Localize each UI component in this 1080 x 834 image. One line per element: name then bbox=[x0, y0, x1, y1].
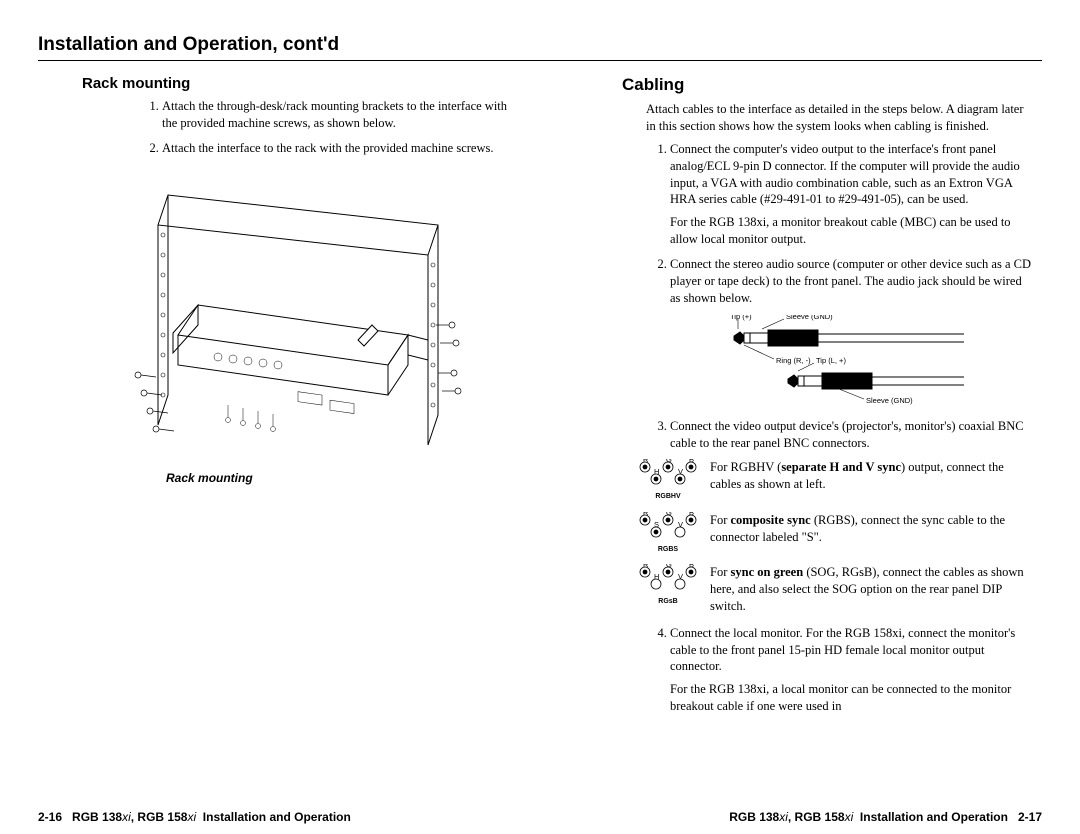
left-page-num: 2-16 bbox=[38, 810, 62, 824]
rack-step-2: Attach the interface to the rack with th… bbox=[162, 140, 518, 157]
svg-text:H: H bbox=[654, 467, 659, 476]
rgsb-pre: For bbox=[710, 565, 731, 579]
rgbhv-bold: separate H and V sync bbox=[781, 460, 901, 474]
cabling-step-1: Connect the computer's video output to t… bbox=[670, 141, 1034, 248]
svg-text:S: S bbox=[654, 520, 659, 529]
bnc-rgbhv-text: For RGBHV (separate H and V sync) output… bbox=[710, 459, 1034, 493]
svg-text:B: B bbox=[689, 512, 694, 517]
bnc-rgbs-diagram: R G B S V RGBS bbox=[636, 512, 700, 554]
svg-text:R: R bbox=[643, 564, 649, 569]
svg-text:B: B bbox=[689, 564, 694, 569]
cabling-steps-4: Connect the local monitor. For the RGB 1… bbox=[670, 625, 1034, 715]
cabling-steps-cont: Connect the video output device's (proje… bbox=[670, 418, 1034, 452]
svg-text:R: R bbox=[643, 459, 649, 464]
page-title: Installation and Operation, cont'd bbox=[38, 34, 1042, 61]
footer-doc-left: RGB 138xi, RGB 158xi Installation and Op… bbox=[72, 810, 351, 824]
figure-caption: Rack mounting bbox=[166, 471, 518, 485]
step1-text-a: Connect the computer's video output to t… bbox=[670, 142, 1020, 207]
jack-tip-label: Tip (+) bbox=[730, 315, 752, 321]
svg-text:V: V bbox=[678, 520, 683, 529]
step1-text-b: For the RGB 138xi, a monitor breakout ca… bbox=[670, 214, 1032, 248]
jack-ring-label: Ring (R, -) bbox=[776, 356, 811, 365]
step4-a: Connect the local monitor. For the RGB 1… bbox=[670, 626, 1015, 674]
rack-mounting-figure bbox=[108, 165, 468, 463]
right-page-num: 2-17 bbox=[1018, 810, 1042, 824]
rgbs-bold: composite sync bbox=[731, 513, 811, 527]
bnc-rgbs-text: For composite sync (RGBS), connect the s… bbox=[710, 512, 1034, 546]
two-column-layout: Rack mounting Attach the through-desk/ra… bbox=[38, 71, 1042, 723]
bnc-rgsb-row: R G B H V RGsB For sync on green (SOG, RGsB… bbox=[636, 564, 1034, 615]
rgbs-pre: For bbox=[710, 513, 731, 527]
cabling-step-3: Connect the video output device's (proje… bbox=[670, 418, 1034, 452]
bnc-rgbs-label: RGBS bbox=[636, 545, 700, 554]
svg-text:G: G bbox=[666, 564, 672, 569]
footer-left: 2-16 RGB 138xi, RGB 158xi Installation a… bbox=[38, 810, 351, 824]
step4-b: For the RGB 138xi, a local monitor can b… bbox=[670, 681, 1032, 715]
footer-right: RGB 138xi, RGB 158xi Installation and Op… bbox=[729, 810, 1042, 824]
rack-mounting-heading: Rack mounting bbox=[82, 75, 518, 92]
audio-jack-diagram: Tip (+) Sleeve (GND) Ring (R, -) Tip (L,… bbox=[714, 315, 1034, 410]
bnc-rgsb-diagram: R G B H V RGsB bbox=[636, 564, 700, 606]
svg-text:R: R bbox=[643, 512, 649, 517]
rgbhv-pre: For RGBHV ( bbox=[710, 460, 781, 474]
cabling-intro: Attach cables to the interface as detail… bbox=[646, 101, 1034, 135]
svg-text:V: V bbox=[678, 467, 683, 476]
svg-text:G: G bbox=[666, 459, 672, 464]
jack-tipL-label: Tip (L, +) bbox=[816, 356, 846, 365]
cabling-step-4: Connect the local monitor. For the RGB 1… bbox=[670, 625, 1034, 715]
left-column: Rack mounting Attach the through-desk/ra… bbox=[38, 71, 518, 723]
rgsb-bold: sync on green bbox=[731, 565, 804, 579]
svg-text:V: V bbox=[678, 572, 683, 581]
svg-text:H: H bbox=[654, 572, 659, 581]
jack-sleeve2-label: Sleeve (GND) bbox=[866, 396, 913, 405]
bnc-rgbhv-label: RGBHV bbox=[636, 492, 700, 501]
svg-text:B: B bbox=[689, 459, 694, 464]
bnc-rgsb-label: RGsB bbox=[636, 597, 700, 606]
page-footer: 2-16 RGB 138xi, RGB 158xi Installation a… bbox=[38, 810, 1042, 824]
rack-step-1: Attach the through-desk/rack mounting br… bbox=[162, 98, 518, 132]
cabling-heading: Cabling bbox=[622, 75, 1034, 95]
footer-doc-right: RGB 138xi, RGB 158xi Installation and Op… bbox=[729, 810, 1008, 824]
bnc-rgsb-text: For sync on green (SOG, RGsB), connect t… bbox=[710, 564, 1034, 615]
rack-steps-list: Attach the through-desk/rack mounting br… bbox=[162, 98, 518, 157]
jack-sleeve-label: Sleeve (GND) bbox=[786, 315, 833, 321]
right-column: Cabling Attach cables to the interface a… bbox=[554, 71, 1034, 723]
svg-text:G: G bbox=[666, 512, 672, 517]
bnc-rgbhv-row: R G B H V RGBHV For RGBHV (separate H and V… bbox=[636, 459, 1034, 501]
cabling-step-2: Connect the stereo audio source (compute… bbox=[670, 256, 1034, 307]
cabling-steps: Connect the computer's video output to t… bbox=[670, 141, 1034, 307]
bnc-rgbs-row: R G B S V RGBS For composite sync (RGBS), c… bbox=[636, 512, 1034, 554]
bnc-rgbhv-diagram: R G B H V RGBHV bbox=[636, 459, 700, 501]
